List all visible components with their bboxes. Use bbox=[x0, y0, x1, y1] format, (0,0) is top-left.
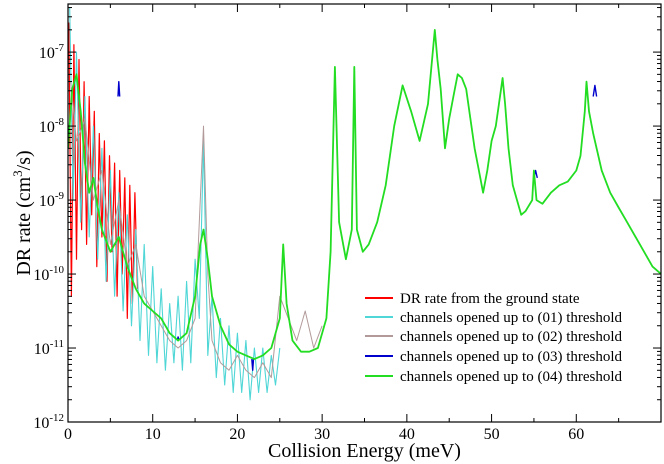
series-layer bbox=[68, 7, 661, 401]
legend-label-3: channels opened up to (03) threshold bbox=[400, 349, 623, 365]
y-tick-label-5: 10-7 bbox=[39, 42, 65, 62]
series-line-4 bbox=[68, 28, 661, 361]
y-tick-label-2: 10-10 bbox=[33, 264, 64, 284]
x-tick-label-0: 0 bbox=[64, 426, 72, 443]
series-3-spike bbox=[117, 80, 121, 97]
legend-label-2: channels opened up to (02) threshold bbox=[400, 329, 623, 345]
y-axis-label-suffix: /s) bbox=[13, 150, 35, 170]
y-tick-label-0: 10-12 bbox=[33, 412, 64, 432]
y-tick-label-3: 10-9 bbox=[39, 190, 65, 210]
x-tick-label-2: 20 bbox=[229, 426, 245, 443]
x-tick-label-4: 40 bbox=[399, 426, 415, 443]
y-tick-label-4: 10-8 bbox=[39, 116, 65, 136]
legend-label-0: DR rate from the ground state bbox=[400, 291, 580, 307]
legend-entry-4: channels opened up to (04) threshold bbox=[365, 369, 623, 385]
legend-entry-2: channels opened up to (02) threshold bbox=[365, 329, 623, 345]
ticks-layer: 0 10 20 30 40 50 60 10-12 10-11 10-10 10-9 10-8 10-7 bbox=[33, 4, 661, 443]
legend-label-1: channels opened up to (01) threshold bbox=[400, 310, 623, 326]
x-tick-label-6: 60 bbox=[568, 426, 584, 443]
legend: DR rate from the ground state channels o… bbox=[365, 291, 623, 385]
legend-label-4: channels opened up to (04) threshold bbox=[400, 369, 623, 385]
y-axis-label: DR rate (cm3/s) bbox=[10, 150, 35, 275]
x-tick-label-5: 50 bbox=[484, 426, 500, 443]
legend-entry-0: DR rate from the ground state bbox=[365, 291, 580, 307]
series-line-2 bbox=[70, 81, 323, 379]
series-3-spike bbox=[251, 359, 255, 371]
legend-entry-1: channels opened up to (01) threshold bbox=[365, 310, 623, 326]
x-axis-label: Collision Energy (meV) bbox=[268, 440, 461, 462]
y-tick-label-1: 10-11 bbox=[34, 338, 64, 358]
x-tick-label-3: 30 bbox=[314, 426, 330, 443]
series-line-1 bbox=[69, 7, 281, 401]
legend-entry-3: channels opened up to (03) threshold bbox=[365, 349, 623, 365]
series-3-spike bbox=[592, 84, 598, 97]
y-axis-label-sup: 3 bbox=[10, 170, 25, 177]
y-axis-label-prefix: DR rate (cm bbox=[13, 176, 35, 275]
x-tick-label-1: 10 bbox=[145, 426, 161, 443]
